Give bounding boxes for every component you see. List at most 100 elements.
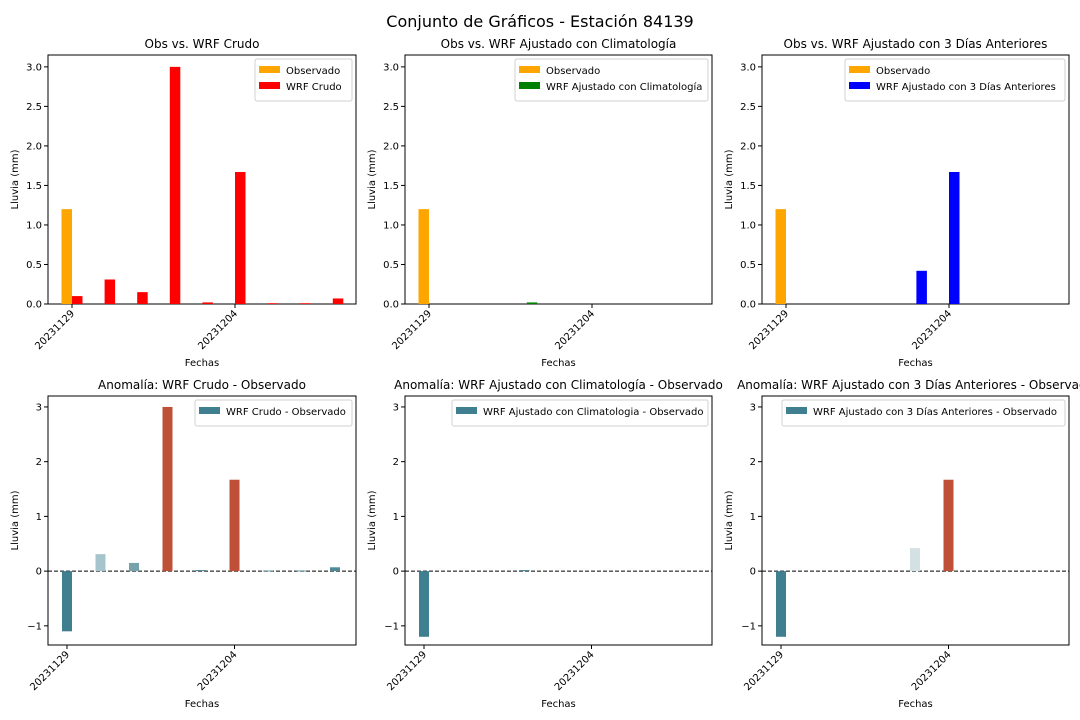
bar (162, 406, 173, 572)
legend-label: WRF Ajustado con Climatologia - Observad… (483, 407, 704, 418)
bar (949, 171, 960, 304)
panel-title: Anomalía: WRF Ajustado con 3 Días Anteri… (737, 378, 1080, 392)
x-tick-label: 20231204 (196, 308, 240, 352)
bar (916, 270, 927, 304)
x-tick-label: 20231204 (910, 308, 954, 352)
y-tick-label: 2.0 (740, 141, 756, 152)
y-tick-label: −1 (384, 621, 399, 632)
y-tick-label: 1.0 (740, 220, 756, 231)
legend-swatch (849, 82, 870, 89)
y-tick-label: 3 (36, 402, 42, 413)
y-tick-label: 2.0 (383, 141, 399, 152)
legend: WRF Crudo - Observado (194, 399, 353, 427)
y-tick-label: 0 (36, 567, 42, 578)
y-axis-label: Lluvia (mm) (367, 149, 378, 209)
figure-title: Conjunto de Gráficos - Estación 84139 (386, 12, 693, 31)
bar (296, 570, 307, 572)
bar (202, 302, 213, 304)
panel-3: Obs vs. WRF Ajustado con 3 Días Anterior… (724, 37, 1070, 369)
y-axis-label: Lluvia (mm) (10, 490, 21, 550)
panel-title: Obs vs. WRF Ajustado con Climatología (441, 37, 677, 51)
bar (129, 562, 139, 572)
bar (526, 302, 538, 304)
bar (62, 571, 72, 632)
y-tick-label: −1 (741, 621, 756, 632)
y-tick-label: 1 (750, 512, 756, 523)
bar (418, 209, 429, 304)
axes-frame (761, 395, 1070, 646)
legend-swatch (519, 66, 540, 73)
y-tick-label: 3 (750, 402, 756, 413)
legend: Observado WRF Crudo (254, 58, 353, 102)
x-tick-label: 20231129 (33, 308, 77, 352)
panel-title: Anomalía: WRF Crudo - Observado (98, 378, 306, 392)
legend-swatch (519, 82, 540, 89)
bar (72, 296, 83, 304)
x-tick-label: 20231204 (910, 649, 954, 693)
y-tick-label: −1 (27, 621, 42, 632)
y-tick-label: 2 (750, 457, 756, 468)
x-axis-label: Fechas (541, 699, 576, 710)
bar (300, 303, 311, 305)
legend: WRF Ajustado con Climatologia - Observad… (451, 399, 709, 427)
legend-label: Observado (286, 66, 340, 77)
bar (61, 209, 72, 304)
y-tick-label: 0.5 (740, 260, 756, 271)
panel-title: Obs vs. WRF Crudo (145, 37, 260, 51)
bar (235, 171, 246, 304)
x-axis-label: Fechas (541, 358, 576, 369)
y-tick-label: 0 (750, 567, 756, 578)
panel-6: Anomalía: WRF Ajustado con 3 Días Anteri… (724, 378, 1080, 710)
x-tick-label: 20231129 (390, 308, 434, 352)
legend-label: WRF Ajustado con 3 Días Anteriores - Obs… (813, 406, 1057, 418)
bar (519, 570, 530, 572)
bar (267, 303, 279, 305)
panel-2: Obs vs. WRF Ajustado con Climatología 0.0… (367, 37, 713, 369)
y-tick-label: 3.0 (383, 62, 399, 73)
legend-label: WRF Ajustado con Climatología (546, 81, 702, 93)
x-axis-label: Fechas (898, 358, 933, 369)
x-tick-label: 20231129 (385, 649, 429, 693)
y-tick-label: 3 (393, 402, 399, 413)
y-tick-label: 2.0 (26, 141, 42, 152)
legend-box (451, 399, 709, 427)
y-tick-label: 1.0 (26, 220, 42, 231)
axes-frame (404, 54, 713, 305)
y-tick-label: 3.0 (740, 62, 756, 73)
legend-label: WRF Crudo (286, 82, 342, 93)
bar (775, 209, 786, 304)
y-tick-label: 2.5 (26, 102, 42, 113)
axes-frame (404, 395, 713, 646)
bar (419, 571, 429, 637)
bar (263, 570, 273, 572)
legend-label: Observado (876, 66, 930, 77)
legend-label: WRF Crudo - Observado (226, 407, 346, 418)
bar (776, 571, 786, 637)
x-tick-label: 20231204 (196, 649, 240, 693)
axes-frame (47, 395, 357, 646)
bar (137, 292, 148, 304)
panel-4: Anomalía: WRF Crudo - Observado −1 0 1 2 3 202… (10, 378, 357, 710)
x-axis-label: Fechas (185, 358, 220, 369)
y-tick-label: 0.0 (383, 300, 399, 311)
legend-swatch (199, 407, 220, 414)
legend-box (844, 58, 1066, 102)
x-axis-label: Fechas (185, 699, 220, 710)
y-tick-label: 0 (393, 567, 399, 578)
legend-swatch (456, 407, 477, 414)
bar (943, 479, 954, 572)
x-tick-label: 20231129 (742, 649, 786, 693)
bar (196, 570, 206, 572)
legend: Observado WRF Ajustado con Climatología (514, 58, 709, 102)
y-tick-label: 1.0 (383, 220, 399, 231)
bar (104, 279, 116, 304)
legend-swatch (849, 66, 870, 73)
y-tick-label: 1 (393, 512, 399, 523)
y-tick-label: 2 (36, 457, 42, 468)
axes-frame (761, 54, 1070, 305)
legend-box (514, 58, 709, 102)
axes-frame (47, 54, 357, 305)
x-tick-label: 20231129 (28, 649, 72, 693)
panel-5: Anomalía: WRF Ajustado con Climatología … (367, 378, 723, 710)
